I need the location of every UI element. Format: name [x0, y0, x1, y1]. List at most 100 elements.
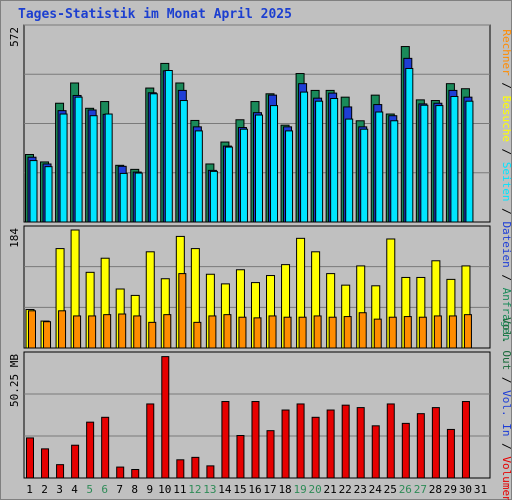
bar-volumen [266, 430, 275, 479]
bar-rechner [28, 310, 36, 349]
bar-seiten [270, 105, 279, 223]
bar-seiten [134, 172, 143, 223]
bar-rechner [433, 315, 442, 349]
bar-rechner [133, 315, 142, 349]
bar-volumen [401, 422, 410, 479]
bar-seiten [209, 170, 218, 223]
bar-volumen [131, 469, 140, 479]
bar-rechner [43, 321, 52, 349]
bar-volumen [281, 409, 290, 479]
bar-rechner [208, 315, 217, 349]
bar-seiten [330, 98, 339, 223]
bar-volumen [446, 428, 455, 479]
x-tick-label: 25 [384, 483, 397, 496]
bar-seiten [74, 96, 83, 223]
x-tick-label: 17 [263, 483, 276, 496]
bar-volumen [371, 425, 380, 479]
bar-rechner [388, 316, 397, 349]
bar-volumen [26, 437, 34, 479]
bar-rechner [73, 315, 82, 349]
x-tick-label: 6 [101, 483, 108, 496]
x-tick-label: 21 [324, 483, 337, 496]
panel-3-ymax-label: 50.25 MB [8, 354, 21, 407]
x-tick-label: 1 [26, 483, 33, 496]
bar-seiten [194, 130, 203, 223]
bar-seiten [315, 100, 324, 223]
bar-volumen [341, 404, 350, 479]
bar-volumen [41, 448, 50, 479]
x-tick-label: 14 [218, 483, 232, 496]
bar-volumen [101, 416, 110, 479]
bar-seiten [254, 114, 263, 223]
bar-rechner [178, 273, 187, 349]
bar-volumen [311, 416, 320, 479]
bar-volumen [356, 407, 365, 479]
bar-seiten [465, 100, 474, 223]
bar-seiten [239, 128, 248, 223]
bar-seiten [435, 105, 444, 223]
x-tick-label: 29 [444, 483, 457, 496]
bar-volumen [431, 407, 440, 479]
bar-rechner [358, 312, 367, 349]
bar-volumen [206, 465, 215, 479]
bar-rechner [343, 316, 352, 349]
bar-rechner [403, 316, 412, 349]
bar-rechner [268, 315, 277, 349]
x-tick-label: 18 [278, 483, 291, 496]
panel-2-ymax-label: 184 [8, 228, 21, 248]
x-tick-label: 2 [41, 483, 48, 496]
bar-seiten [104, 113, 113, 223]
bar-rechner [118, 313, 127, 349]
bar-volumen [176, 459, 185, 479]
bar-rechner [148, 321, 157, 349]
bar-rechner [223, 314, 232, 349]
bar-volumen [386, 403, 395, 479]
bar-seiten [29, 160, 38, 223]
bar-rechner [283, 316, 292, 349]
bar-rechner [253, 317, 262, 349]
bar-seiten [164, 70, 173, 223]
bar-seiten [44, 166, 53, 223]
x-tick-label: 10 [158, 483, 171, 496]
legend-volume-panel: Vol. Out / Vol. In / Volumen [500, 317, 512, 500]
page-title: Tages-Statistik im Monat April 2025 [18, 7, 292, 22]
bar-volumen [116, 466, 125, 479]
bar-seiten [405, 67, 414, 223]
bar-volumen [221, 401, 230, 479]
bar-seiten [420, 104, 429, 223]
bar-rechner [448, 315, 457, 349]
legend-top-panels: Rechner / Besuche / Seiten / Dateien / A… [500, 29, 512, 340]
bar-seiten [375, 111, 384, 223]
bar-volumen [251, 401, 260, 479]
bar-seiten [300, 91, 309, 223]
panel-1-ymax-label: 572 [8, 27, 21, 47]
bar-seiten [59, 113, 68, 223]
bar-seiten [179, 100, 188, 223]
x-tick-label: 7 [116, 483, 123, 496]
x-tick-label: 26 [399, 483, 412, 496]
bar-rechner [463, 314, 472, 349]
x-tick-label: 24 [369, 483, 383, 496]
x-tick-label: 23 [354, 483, 367, 496]
x-tick-label: 11 [173, 483, 186, 496]
legend-vol-out: Vol. Out [500, 317, 512, 370]
x-tick-label: 30 [459, 483, 472, 496]
bar-seiten [149, 93, 158, 223]
bar-rechner [313, 315, 322, 349]
bar-rechner [103, 314, 112, 349]
x-tick-label: 12 [188, 483, 201, 496]
legend-vol-in: Vol. In [500, 390, 512, 436]
bar-volumen [296, 403, 305, 479]
bar-rechner [58, 310, 67, 349]
bar-volumen [146, 403, 155, 479]
bar-rechner [163, 314, 172, 349]
bar-seiten [285, 130, 294, 223]
bar-volumen [191, 456, 200, 479]
bar-volumen [236, 435, 245, 479]
x-tick-label: 13 [203, 483, 216, 496]
bar-seiten [450, 95, 459, 223]
x-tick-label: 31 [474, 483, 487, 496]
x-tick-label: 27 [414, 483, 427, 496]
legend-seiten: Seiten [500, 162, 512, 202]
legend-besuche: Besuche [500, 96, 512, 142]
